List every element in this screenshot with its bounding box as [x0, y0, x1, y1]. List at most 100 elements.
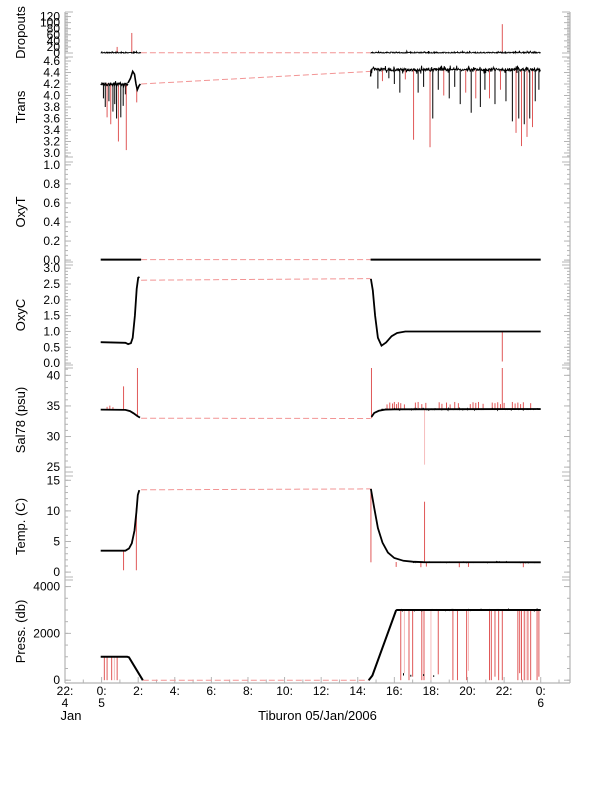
month-label: Jan [60, 708, 82, 723]
y-tick-label: 100 [40, 16, 60, 30]
x-tick-label: 18: [423, 684, 440, 698]
y-tick-label: 10 [47, 504, 61, 518]
y-axis-label-temp: Temp. (C) [13, 498, 28, 555]
y-tick-label: 4.2 [43, 77, 60, 91]
x-axis-title: Tiburon 05/Jan/2006 [258, 708, 377, 723]
y-tick-label: 0.8 [43, 177, 60, 191]
y-axis-label-sal78: Sal78 (psu) [13, 387, 28, 453]
y-tick-label: 40 [47, 34, 61, 48]
data-trans [100, 65, 541, 151]
x-tick-label: 8: [243, 684, 253, 698]
panel-temp: 0 5 10 15 Temp. (C) [13, 473, 570, 579]
series-trans [127, 69, 142, 93]
series-temp [370, 488, 541, 564]
series-dropouts [370, 49, 541, 55]
series-temp [100, 489, 141, 552]
y-tick-label: 25 [47, 460, 61, 474]
y-tick-label: 0 [53, 46, 60, 60]
y-tick-label: 1.0 [43, 324, 60, 338]
y-tick-label: 4.6 [43, 54, 60, 68]
series-temp [141, 488, 371, 491]
series-sal78 [381, 406, 541, 412]
day-label: 4 [62, 696, 69, 710]
y-tick-label: 1.0 [43, 158, 60, 172]
series-press [395, 607, 542, 613]
y-tick-label: 15 [47, 473, 61, 487]
x-axis-ticks: 22: 0: 2: 4: 6: 8: 10: 12: 14: 16: 18: 20: 22: 0: 4 5 6 [57, 677, 560, 710]
x-tick-label: 0: [536, 684, 546, 698]
y-tick-label: 0.2 [43, 234, 60, 248]
panel-oxyt: 0.0 0.2 0.4 0.6 0.8 1.0 OxyT [13, 158, 570, 267]
y-tick-label: 3.2 [43, 134, 60, 148]
series-trans [100, 80, 129, 88]
x-tick-label: 6: [206, 684, 216, 698]
y-tick-label: 0.0 [43, 356, 60, 370]
y-axis-label-press: Press. (db) [13, 600, 28, 664]
y-tick-label: 5 [53, 534, 60, 548]
y-tick-label: 3.0 [43, 146, 60, 160]
x-tick-label: 22: [496, 684, 513, 698]
x-tick-label: 22: [57, 684, 74, 698]
series-press [100, 655, 144, 681]
y-tick-label: 4000 [33, 580, 60, 594]
series-oxyc [100, 276, 140, 346]
data-oxyc [100, 276, 541, 362]
data-temp [100, 488, 541, 571]
y-axis-label-oxyt: OxyT [13, 196, 28, 227]
y-tick-label: 0 [53, 673, 60, 687]
y-tick-label: 80 [47, 22, 61, 36]
x-tick-label: 14: [349, 684, 366, 698]
series-sal78 [370, 408, 541, 418]
y-tick-label: 3.0 [43, 261, 60, 275]
y-tick-label: 120 [40, 10, 60, 24]
y-tick-label: 3.4 [43, 123, 60, 137]
y-tick-label: 0 [53, 565, 60, 579]
y-tick-label: 2.0 [43, 293, 60, 307]
y-tick-label: 2000 [33, 626, 60, 640]
y-axis-label-trans: Trans [13, 90, 28, 123]
y-tick-label: 0.4 [43, 215, 60, 229]
y-tick-label: 0.0 [43, 253, 60, 267]
panel-press: 0 2000 4000 Press. (db) [13, 579, 570, 687]
y-tick-label: 0.5 [43, 340, 60, 354]
axes [64, 12, 571, 684]
x-tick-label: 16: [386, 684, 403, 698]
y-tick-label: 20 [47, 40, 61, 54]
series-trans [370, 65, 541, 74]
day-label: 6 [537, 696, 544, 710]
panel-trans: 3.03.23.43.63.84.04.24.44.6 Trans [13, 54, 570, 160]
x-tick-label: 0: [97, 684, 107, 698]
series-oxyc [141, 278, 371, 281]
y-tick-label: 1.5 [43, 309, 60, 323]
series-dropouts [100, 50, 141, 55]
x-tick-label: 4: [170, 684, 180, 698]
series-oxyc [370, 278, 541, 348]
y-tick-label: 35 [47, 399, 61, 413]
panel-oxyc: 0.0 0.5 1.01.5 2.0 2.5 3.0 OxyC [13, 261, 570, 370]
y-tick-label: 60 [47, 28, 61, 42]
y-tick-label: 0.6 [43, 196, 60, 210]
series-press [367, 609, 398, 681]
x-tick-label: 2: [133, 684, 143, 698]
series-temp [412, 560, 541, 564]
y-tick-label: 30 [47, 430, 61, 444]
data-sal78 [100, 368, 541, 465]
y-tick-label: 2.5 [43, 277, 60, 291]
y-tick-label: 4.4 [43, 66, 60, 80]
y-tick-label: 4.0 [43, 89, 60, 103]
series-sal78 [100, 408, 141, 419]
day-label: 5 [98, 696, 105, 710]
data-press [100, 607, 542, 681]
y-axis-label-dropouts: Dropouts [13, 6, 28, 59]
x-tick-label: 20: [459, 684, 476, 698]
y-tick-label: 3.6 [43, 111, 60, 125]
x-tick-label: 10: [276, 684, 293, 698]
y-axis-label-oxyc: OxyC [13, 299, 28, 332]
panel-sal78: 25 30 35 40 Sal78 (psu) [13, 367, 570, 474]
x-tick-label: 12: [313, 684, 330, 698]
y-tick-label: 40 [47, 368, 61, 382]
data-dropouts [100, 24, 541, 55]
